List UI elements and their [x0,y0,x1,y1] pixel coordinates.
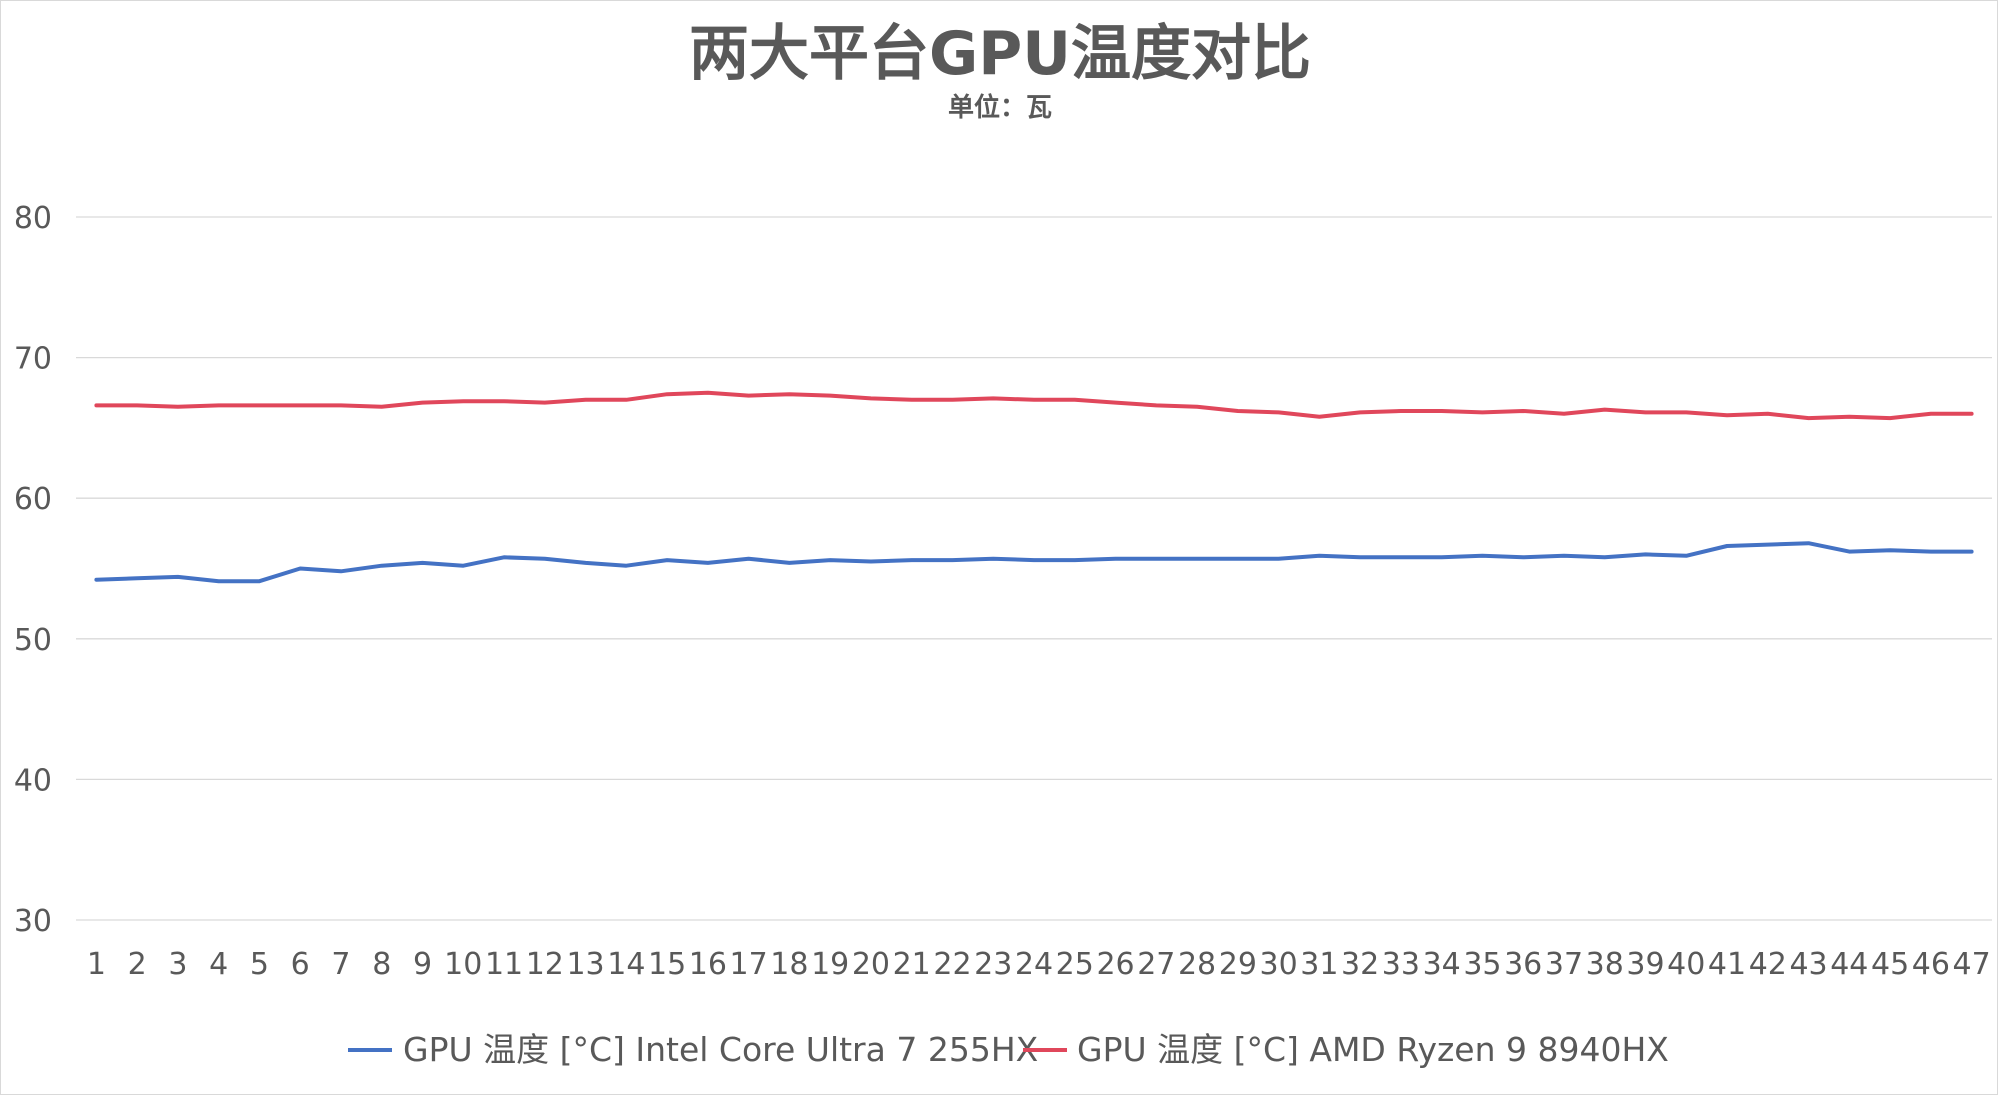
series-line-intel [94,541,1974,584]
chart-subtitle: 单位：瓦 [948,92,1052,123]
x-tick-label: 2 [128,947,147,982]
y-tick-label: 40 [14,763,52,798]
x-tick-label: 47 [1953,947,1991,982]
series-lines [94,390,1974,584]
x-tick-label: 30 [1260,947,1298,982]
x-tick-label: 24 [1015,947,1053,982]
x-tick-label: 40 [1667,947,1705,982]
x-tick-label: 11 [485,947,523,982]
x-tick-label: 18 [770,947,808,982]
x-tick-label: 37 [1545,947,1583,982]
x-tick-label: 34 [1423,947,1461,982]
gridlines [76,216,1992,921]
x-tick-label: 35 [1463,947,1501,982]
x-tick-label: 25 [1056,947,1094,982]
x-tick-label: 5 [250,947,269,982]
x-tick-label: 21 [893,947,931,982]
x-tick-label: 12 [526,947,564,982]
x-tick-label: 26 [1096,947,1134,982]
x-tick-label: 16 [689,947,727,982]
legend-label-amd: GPU 温度 [°C] AMD Ryzen 9 8940HX [1077,1030,1669,1069]
x-tick-label: 14 [607,947,645,982]
x-tick-label: 46 [1912,947,1950,982]
y-axis-ticks: 30 40 50 60 70 80 [14,201,52,939]
x-tick-label: 23 [974,947,1012,982]
y-tick-label: 50 [14,623,52,658]
x-tick-label: 1 [87,947,106,982]
y-tick-label: 70 [14,342,52,377]
x-tick-label: 42 [1749,947,1787,982]
x-tick-label: 22 [933,947,971,982]
x-tick-label: 4 [209,947,228,982]
x-tick-label: 13 [566,947,604,982]
x-tick-label: 39 [1626,947,1664,982]
x-tick-label: 27 [1137,947,1175,982]
chart-title: 两大平台GPU温度对比 [689,19,1311,89]
x-tick-label: 38 [1586,947,1624,982]
x-tick-label: 3 [168,947,187,982]
x-tick-label: 9 [413,947,432,982]
x-tick-label: 7 [331,947,350,982]
x-tick-label: 10 [444,947,482,982]
x-tick-label: 31 [1300,947,1338,982]
x-axis-ticks: 1 2 3 4 5 6 7 8 9 10 11 12 13 14 15 16 17 18 19 20 21 22 23 24 2… [87,947,1991,982]
y-tick-label: 60 [14,482,52,517]
x-tick-label: 20 [852,947,890,982]
x-tick-label: 41 [1708,947,1746,982]
x-tick-label: 29 [1219,947,1257,982]
x-tick-label: 45 [1871,947,1909,982]
x-tick-label: 43 [1789,947,1827,982]
legend: GPU 温度 [°C] Intel Core Ultra 7 255HX GPU… [348,1030,1669,1069]
x-tick-label: 33 [1382,947,1420,982]
y-tick-label: 30 [14,904,52,939]
series-line-amd [94,390,1974,421]
x-tick-label: 44 [1830,947,1868,982]
legend-label-intel: GPU 温度 [°C] Intel Core Ultra 7 255HX [403,1030,1038,1069]
x-tick-label: 6 [291,947,310,982]
x-tick-label: 17 [730,947,768,982]
x-tick-label: 19 [811,947,849,982]
x-tick-label: 8 [372,947,391,982]
x-tick-label: 36 [1504,947,1542,982]
x-tick-label: 15 [648,947,686,982]
x-tick-label: 32 [1341,947,1379,982]
y-tick-label: 80 [14,201,52,236]
x-tick-label: 28 [1178,947,1216,982]
